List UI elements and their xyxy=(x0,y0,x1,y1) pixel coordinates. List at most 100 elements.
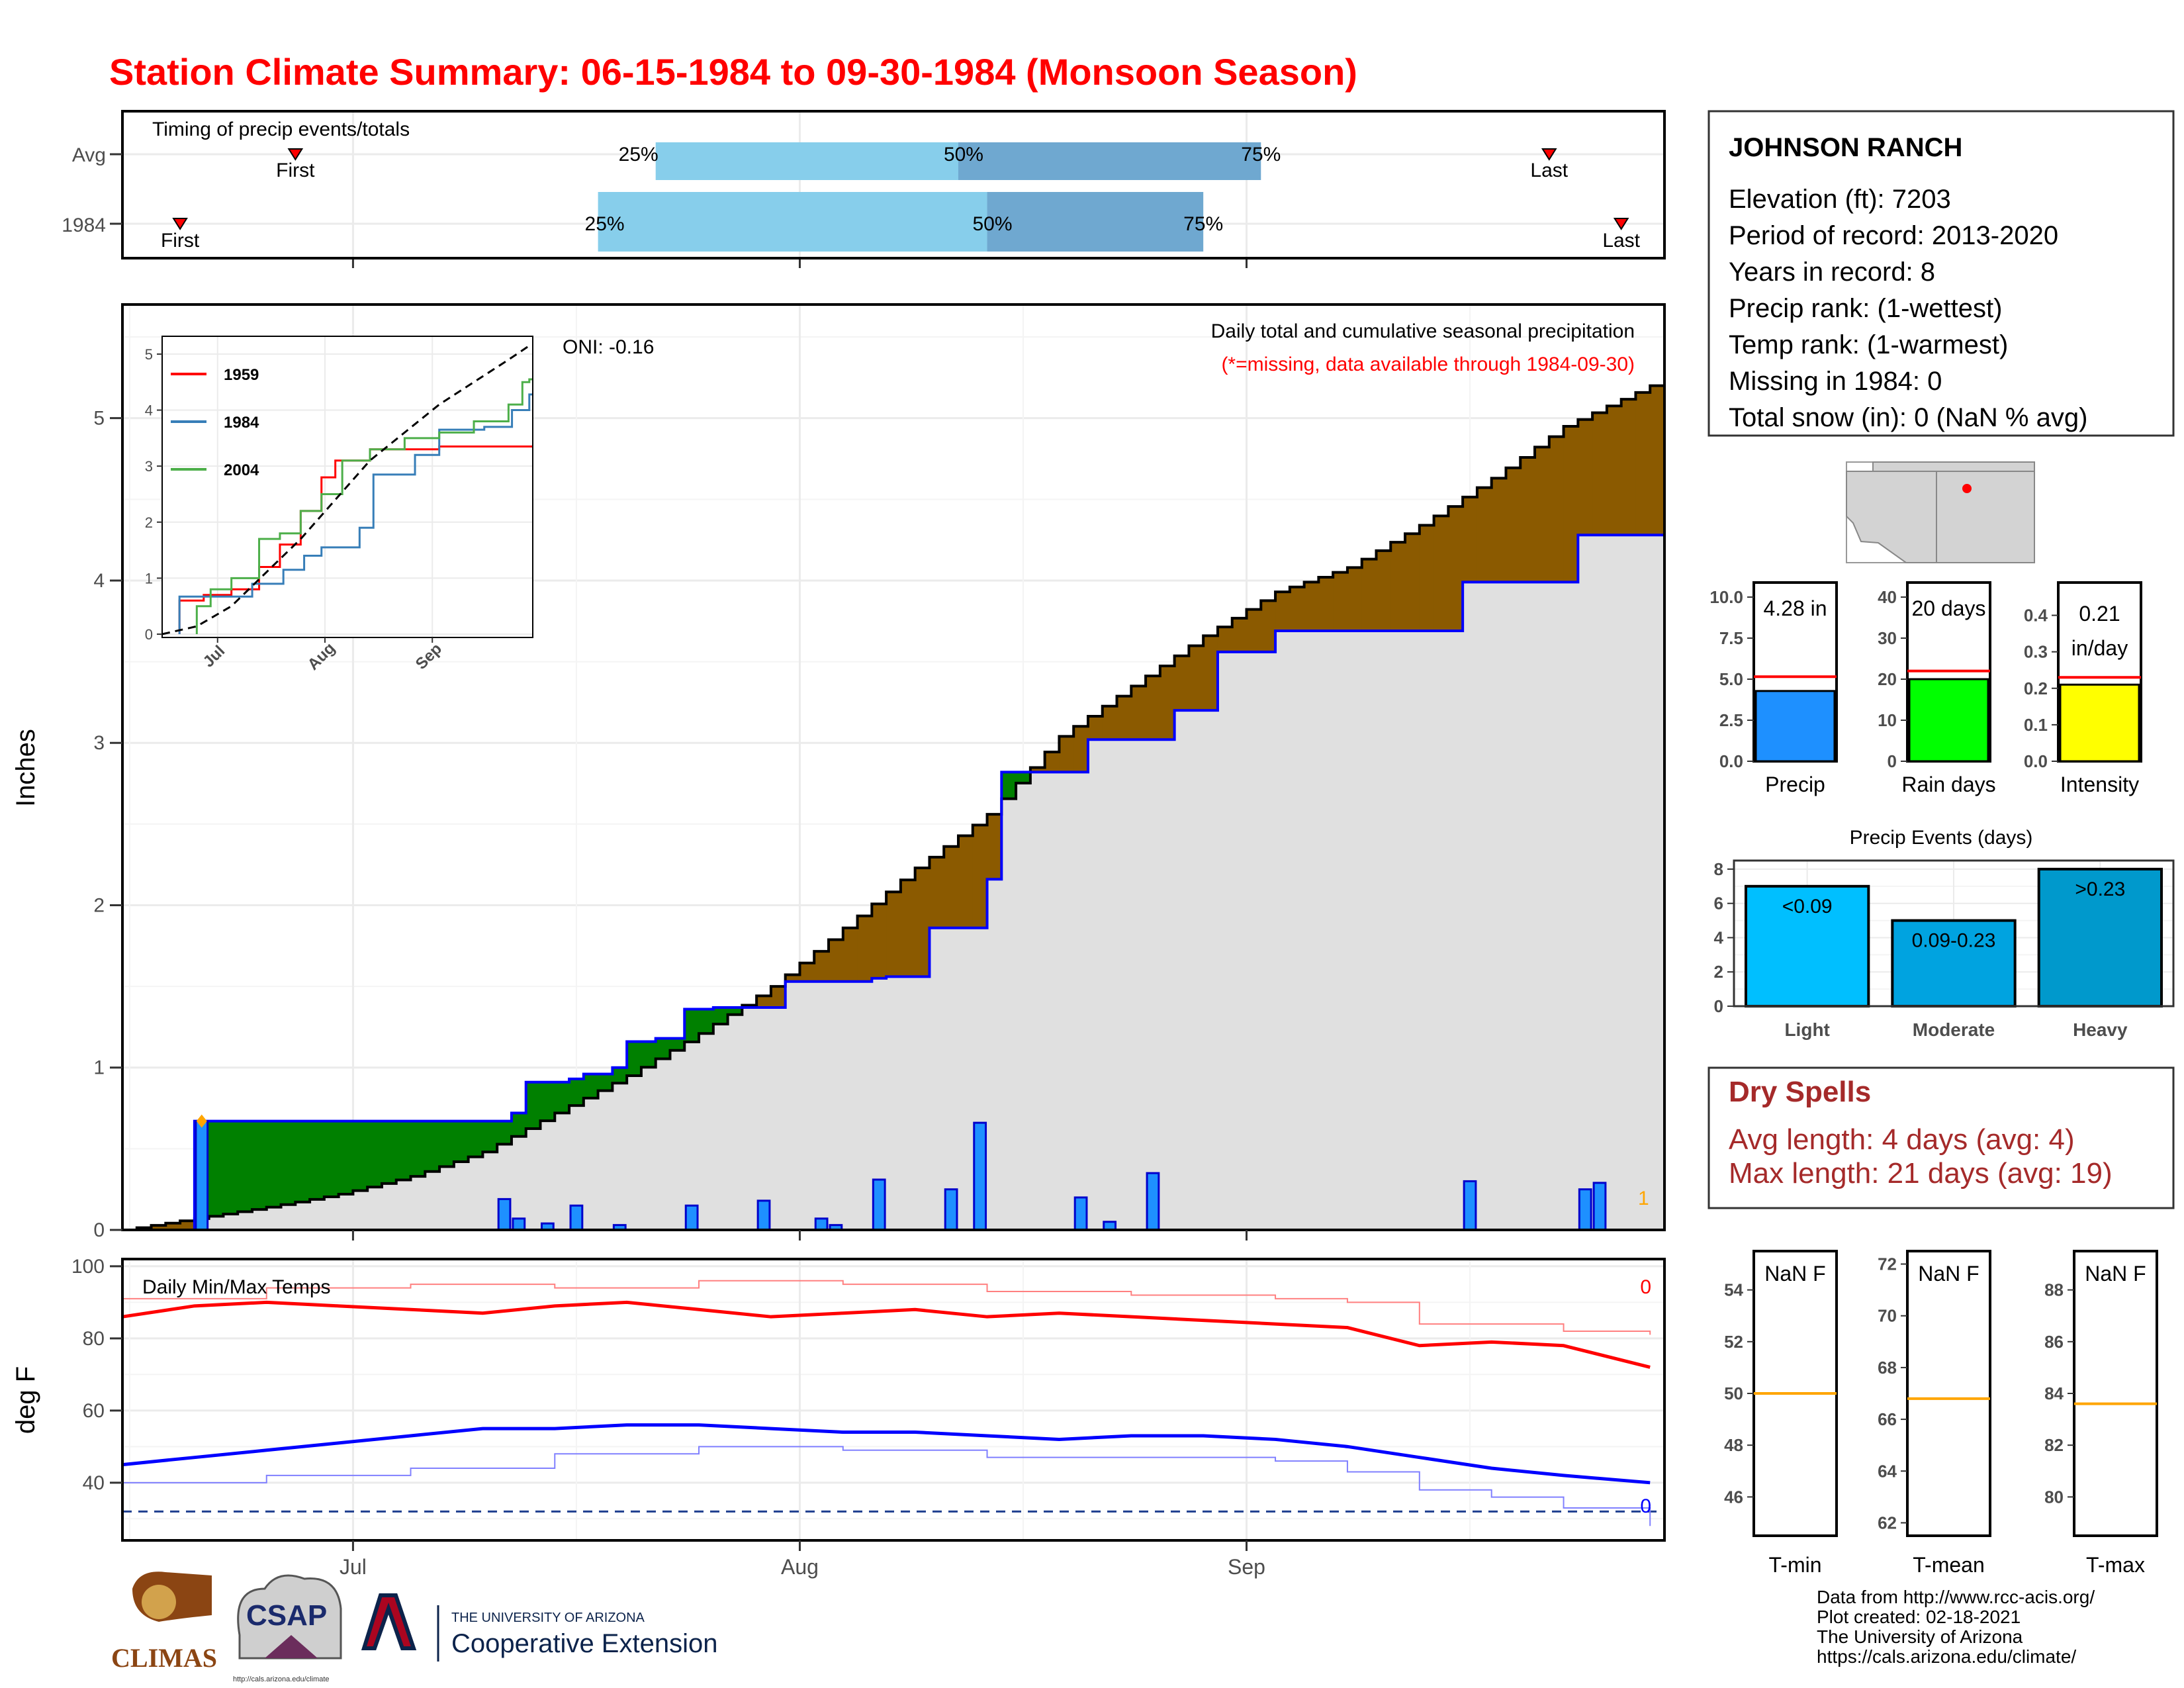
deficit-band xyxy=(987,814,1002,880)
surplus-band xyxy=(208,1121,224,1217)
surplus-band xyxy=(598,1074,613,1091)
surplus-band xyxy=(324,1121,340,1197)
inset-ytick-label: 5 xyxy=(145,346,153,363)
summary-value-label: 20 days xyxy=(1911,596,1985,620)
daily-precip-bar xyxy=(497,1197,512,1231)
surplus-band xyxy=(497,1121,512,1145)
deficit-band xyxy=(1289,586,1305,631)
timing-1984-first: First xyxy=(161,230,200,252)
deficit-band xyxy=(1347,567,1363,631)
temp-x-axis: Jul Aug Sep xyxy=(340,1540,1265,1579)
ua-logo-line2: Cooperative Extension xyxy=(451,1629,717,1658)
events-ytick-label: 2 xyxy=(1714,962,1723,982)
precip-panel-border xyxy=(121,303,1666,1231)
inset-border xyxy=(161,336,533,638)
info-period: Period of record: 2013-2020 xyxy=(1729,221,2058,250)
footer-data-source: Data from http://www.rcc-acis.org/ xyxy=(1817,1587,2095,1607)
deficit-band xyxy=(929,857,944,928)
surplus-band xyxy=(569,1078,584,1106)
temp-summary-ytick-label: 50 xyxy=(1724,1383,1743,1403)
surplus-band xyxy=(627,1041,642,1076)
precip-y-axis: 0 1 2 3 4 5 xyxy=(93,408,1248,1241)
summary-ytick-label: 0 xyxy=(1888,751,1897,771)
csap-url: http://cals.arizona.edu/climate xyxy=(233,1675,330,1683)
temp-line-record-min xyxy=(122,1446,1651,1526)
timing-row-avg-label: Avg xyxy=(72,144,106,166)
temp-summary-ytick-label: 52 xyxy=(1724,1332,1743,1352)
summary-bar-panels: 0.0 2.5 5.0 7.5 10.0 Precip 4.28 in 0 10 20 30 40 Ra… xyxy=(1709,581,2142,796)
summary-category-label: Intensity xyxy=(2060,773,2139,796)
temp-panel: 40 60 80 100 Jul Aug Sep deg F Daily Min/Max … xyxy=(11,1256,1666,1579)
station-info-box: JOHNSON RANCH Elevation (ft): 7203 Perio… xyxy=(1707,110,2175,437)
summary-ytick-label: 10.0 xyxy=(1709,587,1743,607)
summary-ytick-label: 0.4 xyxy=(2024,606,2048,626)
timing-avg-p25: 25% xyxy=(619,144,659,165)
inset-ytick-label: 0 xyxy=(145,626,153,643)
deficit-band xyxy=(1592,412,1608,536)
precip-events-title: Precip Events (days) xyxy=(1850,827,2033,849)
deficit-band xyxy=(1059,736,1074,773)
temp-summary-ytick-label: 48 xyxy=(1724,1435,1743,1455)
events-category-label: Moderate xyxy=(1913,1019,1995,1040)
temp-title: Daily Min/Max Temps xyxy=(142,1276,331,1298)
deficit-band xyxy=(1433,516,1449,631)
dry-spells-title: Dry Spells xyxy=(1729,1076,1871,1108)
surplus-band xyxy=(295,1121,310,1202)
summary-ytick-label: 0.0 xyxy=(2024,751,2048,771)
ua-logo: THE UNIVERSITY OF ARIZONA Cooperative Ex… xyxy=(361,1593,717,1662)
precip-header: Daily total and cumulative seasonal prec… xyxy=(1211,320,1635,342)
avg-cumulative-line xyxy=(122,384,1664,1231)
timing-1984-p75: 75% xyxy=(1183,213,1223,235)
surplus-band xyxy=(266,1121,282,1207)
events-bar-label: >0.23 xyxy=(2075,878,2125,900)
surplus-band xyxy=(338,1121,354,1195)
deficit-band xyxy=(1448,506,1463,631)
surplus-band xyxy=(641,1041,657,1068)
tmax-count: 0 xyxy=(1640,1276,1651,1298)
dry-spells-max: Max length: 21 days (avg: 19) xyxy=(1729,1157,2113,1190)
temp-line-avg-max xyxy=(122,1300,1651,1369)
daily-precip-bar xyxy=(512,1217,526,1231)
deficit-band xyxy=(1131,686,1146,740)
temp-summary-ytick-label: 84 xyxy=(2044,1383,2064,1403)
inset-ytick-label: 1 xyxy=(145,570,153,586)
timing-bar-q25-q50 xyxy=(598,192,987,252)
surplus-band xyxy=(310,1121,325,1199)
info-missing: Missing in 1984: 0 xyxy=(1729,367,1942,396)
dry-spells-avg: Avg length: 4 days (avg: 4) xyxy=(1729,1123,2075,1156)
deficit-band xyxy=(900,880,916,977)
surplus-band xyxy=(468,1121,483,1157)
legend-label-2004: 2004 xyxy=(224,461,259,479)
events-bar-label: <0.09 xyxy=(1782,896,1833,917)
temp-summary-ytick-label: 80 xyxy=(2044,1487,2064,1507)
deficit-band xyxy=(886,892,901,977)
deficit-band xyxy=(1520,457,1535,583)
timing-1984-p50: 50% xyxy=(972,213,1012,235)
daily-precip-bar xyxy=(944,1188,958,1231)
timing-panel-border xyxy=(121,110,1666,259)
timing-event-marker xyxy=(287,148,304,161)
deficit-band xyxy=(1217,627,1233,652)
precip-ytick-label: 5 xyxy=(93,408,105,430)
info-precip-rank: Precip rank: (1-wettest) xyxy=(1729,294,2002,323)
deficit-band xyxy=(915,868,931,977)
obs-1984-cumulative-line xyxy=(122,534,1664,1231)
deficit-band xyxy=(1361,559,1377,631)
events-ytick-label: 8 xyxy=(1714,859,1723,879)
precip-ytick-label: 3 xyxy=(93,732,105,754)
surplus-band xyxy=(1016,772,1031,784)
cumulative-common-area xyxy=(122,535,1664,1230)
locator-map xyxy=(1846,461,2035,563)
deficit-band xyxy=(1390,542,1406,631)
daily-precip-bar xyxy=(569,1204,584,1231)
surplus-band xyxy=(1001,772,1017,799)
deficit-band xyxy=(1073,726,1089,773)
deficit-band xyxy=(1318,577,1334,631)
deficit-band xyxy=(1477,487,1492,583)
temp-panel-bg xyxy=(122,1259,1664,1540)
inset-lines xyxy=(161,344,533,635)
deficit-band xyxy=(1102,706,1118,740)
deficit-band xyxy=(1189,645,1204,711)
summary-bar-intensity xyxy=(2059,683,2140,763)
